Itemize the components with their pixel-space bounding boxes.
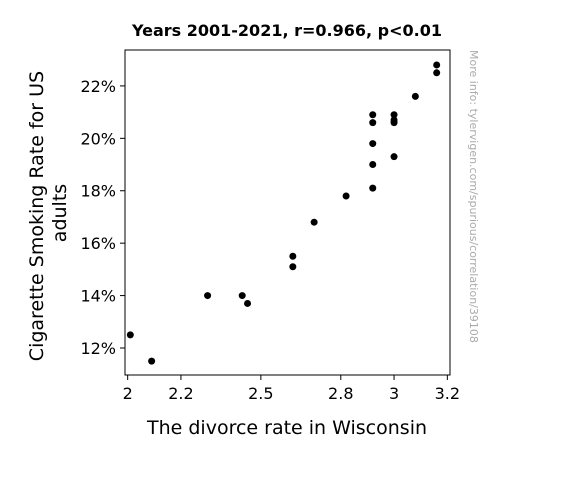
y-axis: 12% 14% 16% 18% 20% 22% xyxy=(80,77,125,358)
data-points xyxy=(126,61,441,365)
x-tick-label: 2.2 xyxy=(168,384,193,403)
data-point xyxy=(369,140,377,148)
data-point xyxy=(369,184,377,192)
y-tick-label: 18% xyxy=(80,182,116,201)
data-point xyxy=(369,119,377,127)
x-axis-title: The divorce rate in Wisconsin xyxy=(146,417,427,439)
x-tick-label: 3.2 xyxy=(435,384,460,403)
data-point xyxy=(204,292,212,300)
data-point xyxy=(433,61,441,69)
x-tick-label: 2 xyxy=(123,384,133,403)
x-tick-label: 2.5 xyxy=(248,384,273,403)
data-point xyxy=(342,192,350,200)
data-point xyxy=(126,331,134,339)
chart-title: Years 2001-2021, r=0.966, p<0.01 xyxy=(131,21,442,40)
watermark: More info: tylervigen.com/spurious/corre… xyxy=(467,50,480,343)
data-point xyxy=(289,263,297,271)
y-axis-title-line-2: adults xyxy=(49,184,71,242)
y-tick-label: 22% xyxy=(80,77,116,96)
y-tick-label: 16% xyxy=(80,234,116,253)
data-point xyxy=(369,161,377,169)
data-point xyxy=(244,299,252,307)
data-point xyxy=(289,252,297,260)
data-point xyxy=(411,92,419,100)
y-tick-label: 20% xyxy=(80,129,116,148)
y-tick-label: 12% xyxy=(80,339,116,358)
data-point xyxy=(369,111,377,119)
y-tick-label: 14% xyxy=(80,287,116,306)
data-point xyxy=(433,69,441,77)
data-point xyxy=(148,357,156,365)
data-point xyxy=(238,292,246,300)
plot-frame xyxy=(124,49,451,376)
data-point xyxy=(390,111,398,119)
data-point xyxy=(390,153,398,161)
data-point xyxy=(390,116,398,124)
y-axis-title-line-1: Cigarette Smoking Rate for US xyxy=(26,71,48,361)
x-tick-label: 2.8 xyxy=(328,384,353,403)
x-tick-label: 3 xyxy=(389,384,399,403)
y-axis-title: Cigarette Smoking Rate for US adults xyxy=(26,65,71,361)
x-axis: 2 2.2 2.5 2.8 3 3.2 xyxy=(123,375,460,403)
data-point xyxy=(310,218,318,226)
